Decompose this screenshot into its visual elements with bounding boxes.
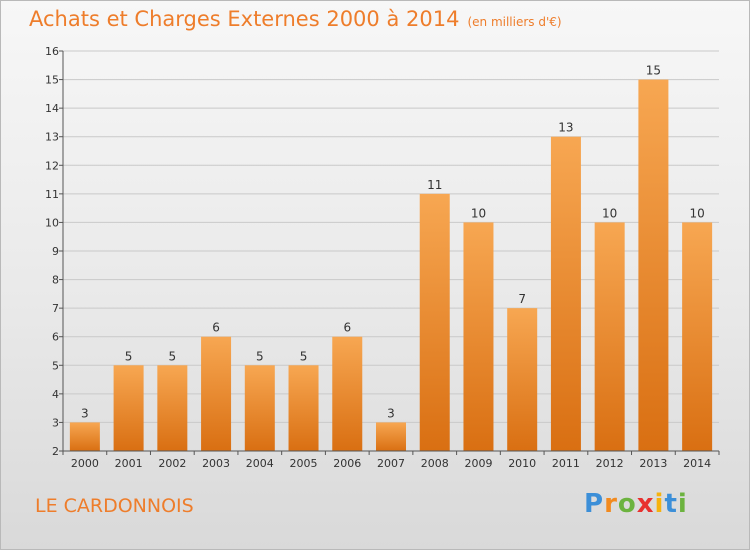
x-tick-label: 2011 <box>552 457 580 470</box>
bar-value-label: 10 <box>602 206 617 220</box>
y-tick-label: 3 <box>52 416 59 429</box>
y-tick-label: 15 <box>45 74 59 87</box>
bar-value-label: 5 <box>300 349 308 363</box>
chart-subtitle: (en milliers d'€) <box>467 15 562 29</box>
x-tick-label: 2007 <box>377 457 405 470</box>
bar <box>638 79 669 452</box>
y-tick-label: 10 <box>45 216 59 229</box>
bar-value-label: 3 <box>387 406 395 420</box>
logo-letter: t <box>664 489 678 519</box>
x-tick-label: 2014 <box>683 457 711 470</box>
x-tick-label: 2002 <box>158 457 186 470</box>
y-tick-label: 9 <box>52 245 59 258</box>
x-tick-label: 2009 <box>464 457 492 470</box>
y-tick-label: 4 <box>52 388 59 401</box>
x-tick-label: 2013 <box>639 457 667 470</box>
y-tick-label: 6 <box>52 331 59 344</box>
bar-value-label: 3 <box>81 406 89 420</box>
logo-letter: r <box>604 489 618 519</box>
bar <box>550 136 581 451</box>
bar-value-label: 10 <box>689 206 704 220</box>
bar <box>419 193 450 451</box>
y-tick-label: 8 <box>52 274 59 287</box>
bar <box>507 308 538 451</box>
bar-value-label: 5 <box>256 349 264 363</box>
bar <box>113 365 144 451</box>
logo-letter: o <box>617 489 637 519</box>
y-tick-label: 14 <box>45 102 59 115</box>
chart-title-block: Achats et Charges Externes 2000 à 2014 (e… <box>29 7 562 31</box>
proxiti-logo: Proxiti <box>584 489 688 519</box>
bar-value-label: 10 <box>471 206 486 220</box>
y-tick-label: 13 <box>45 131 59 144</box>
x-tick-label: 2005 <box>290 457 318 470</box>
bar <box>244 365 275 451</box>
bar-value-label: 13 <box>558 121 573 135</box>
x-tick-label: 2001 <box>115 457 143 470</box>
y-tick-label: 16 <box>45 45 59 58</box>
y-tick-label: 11 <box>45 188 59 201</box>
bar <box>376 422 406 451</box>
x-tick-label: 2010 <box>508 457 536 470</box>
bar-value-label: 5 <box>125 349 133 363</box>
logo-letter: x <box>636 489 655 519</box>
place-name: LE CARDONNOIS <box>35 495 194 517</box>
y-tick-label: 7 <box>52 302 59 315</box>
bar <box>463 222 494 451</box>
bar-value-label: 6 <box>212 321 220 335</box>
bar <box>682 222 713 451</box>
logo-letter: i <box>654 489 665 519</box>
x-tick-label: 2012 <box>596 457 624 470</box>
y-tick-label: 12 <box>45 159 59 172</box>
chart-title: Achats et Charges Externes 2000 à 2014 <box>29 7 460 31</box>
x-tick-label: 2003 <box>202 457 230 470</box>
bar <box>201 336 232 451</box>
bar-value-label: 6 <box>343 321 351 335</box>
logo-letter: P <box>584 489 605 519</box>
bar-value-label: 7 <box>518 292 526 306</box>
bar <box>594 222 625 451</box>
bars: 3 5 5 6 5 5 6 3 11 10 7 13 10 15 10 <box>69 64 713 452</box>
bar <box>69 422 100 451</box>
y-tick-label: 5 <box>52 359 59 372</box>
x-tick-label: 2000 <box>71 457 99 470</box>
bar-value-label: 5 <box>169 349 177 363</box>
x-tick-label: 2006 <box>333 457 361 470</box>
logo-letter: i <box>677 489 688 519</box>
x-tick-label: 2004 <box>246 457 274 470</box>
y-tick-label: 2 <box>52 445 59 458</box>
bar-value-label: 15 <box>646 64 661 78</box>
bar <box>157 365 188 451</box>
axes: 2 3 4 5 6 7 8 9 10 11 12 13 14 15 16 2000 2001 2002 2003 20… <box>45 45 720 470</box>
bar <box>332 336 363 451</box>
x-tick-label: 2008 <box>421 457 449 470</box>
bar-value-label: 11 <box>427 178 442 192</box>
bar <box>288 365 319 451</box>
